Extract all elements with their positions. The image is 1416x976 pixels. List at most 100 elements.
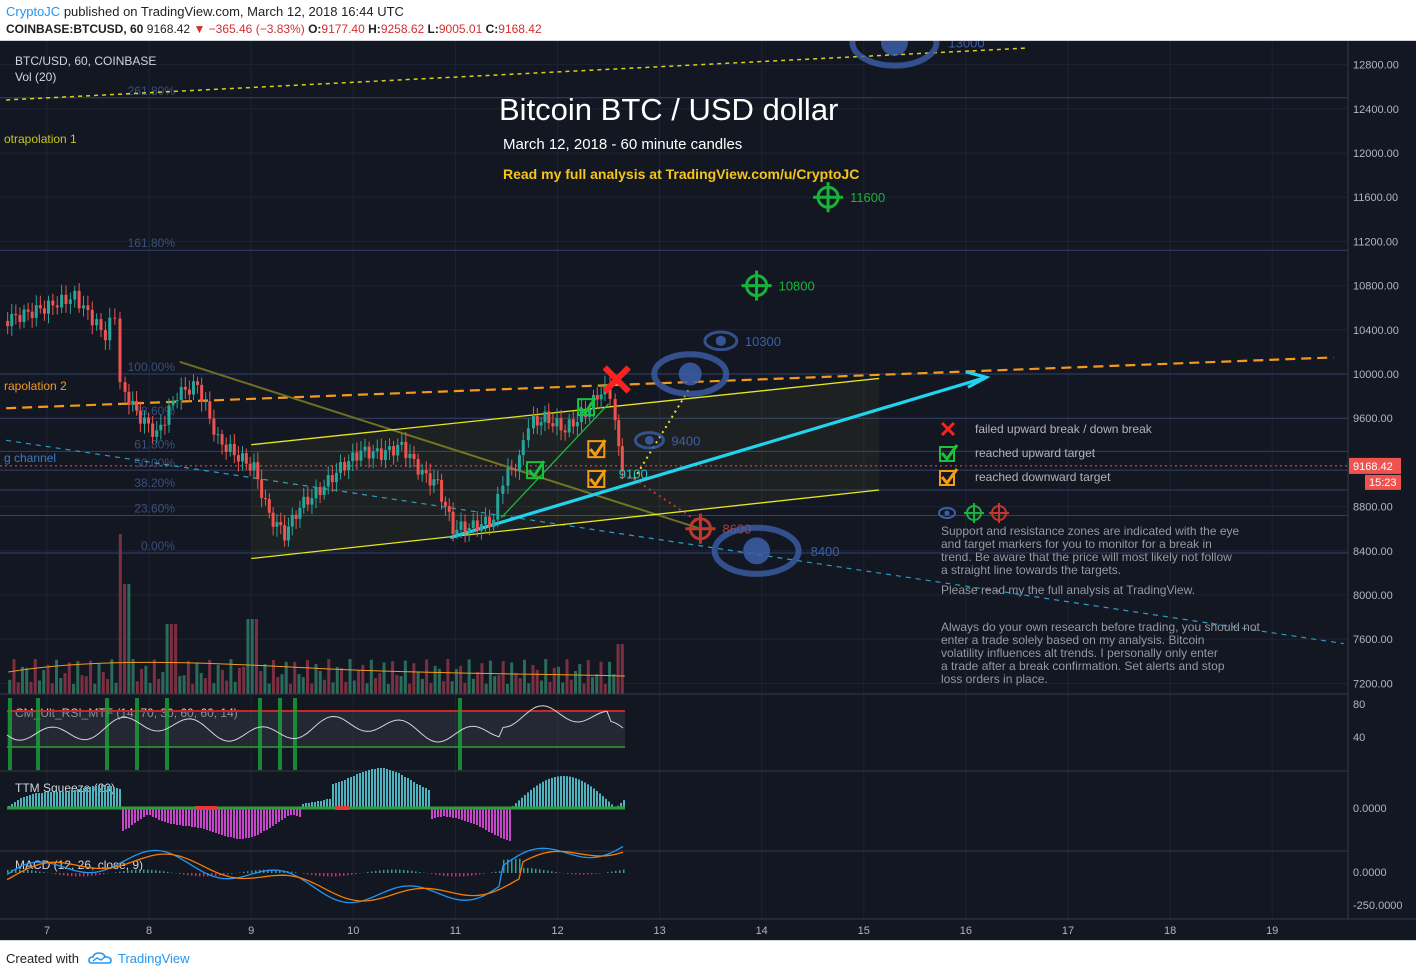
ttm-histogram-bar	[383, 768, 385, 808]
author-link[interactable]: CryptoJC	[6, 4, 60, 19]
candle-body	[47, 301, 50, 314]
ttm-histogram-bar	[584, 783, 586, 808]
candle-body	[212, 419, 215, 435]
macd-histogram-bar	[335, 873, 337, 876]
ttm-histogram-bar	[593, 789, 595, 808]
volume-bar	[383, 662, 386, 694]
macd-histogram-bar	[31, 870, 33, 873]
candle-body	[600, 394, 603, 399]
candle-body	[459, 522, 462, 530]
ttm-histogram-bar	[533, 788, 535, 808]
ttm-histogram-bar	[347, 778, 349, 808]
note-paragraph: and target markers for you to monitor fo…	[941, 537, 1212, 551]
candle-body	[95, 319, 98, 325]
ttm-histogram-bar	[380, 768, 382, 808]
macd-histogram-bar	[183, 873, 185, 875]
publish-header: CryptoJC published on TradingView.com, M…	[0, 0, 1416, 41]
volume-bar	[621, 644, 624, 694]
chart-canvas[interactable]: 261.80%161.80%100.00%78.60%61.80%50.00%3…	[0, 41, 1416, 940]
created-with-text: Created with	[6, 951, 79, 966]
ttm-histogram-bar	[197, 808, 199, 828]
ttm-histogram-bar	[50, 792, 52, 808]
ttm-histogram-bar	[47, 792, 49, 808]
ttm-histogram-bar	[482, 808, 484, 828]
ttm-histogram-bar	[566, 776, 568, 808]
macd-histogram-bar	[475, 873, 477, 875]
ttm-histogram-bar	[275, 808, 277, 824]
candle-body	[501, 486, 504, 494]
volume-bar	[25, 668, 28, 694]
time-tick-label: 13	[653, 925, 665, 937]
candle-body	[279, 522, 282, 525]
price-tick-label: 10000.00	[1353, 369, 1399, 381]
candle-body	[306, 497, 309, 505]
volume-bar	[353, 680, 356, 694]
ttm-histogram-bar	[419, 785, 421, 808]
legend-failed-break: failed upward break / down break	[975, 422, 1153, 436]
ttm-histogram-bar	[272, 808, 274, 826]
candle-body	[396, 445, 399, 456]
volume-bar	[178, 676, 181, 694]
candle-body	[368, 447, 371, 459]
volume-bar	[612, 674, 615, 694]
ttm-histogram-bar	[254, 808, 256, 836]
volume-bar	[536, 670, 539, 694]
volume-bar	[255, 619, 258, 694]
volume-bar	[102, 672, 105, 694]
ttm-histogram-bar	[41, 793, 43, 808]
candle-body	[429, 473, 432, 485]
ttm-histogram-bar	[137, 808, 139, 821]
macd-histogram-bar	[159, 871, 161, 873]
legend-upward-target: reached upward target	[975, 446, 1096, 460]
candle-body	[614, 399, 617, 420]
analysis-link[interactable]: Read my full analysis at TradingView.com…	[503, 166, 859, 182]
candle-body	[172, 401, 175, 406]
ttm-histogram-bar	[92, 786, 94, 808]
volume-bar	[442, 681, 445, 694]
tradingview-link[interactable]: TradingView	[118, 951, 190, 966]
ttm-histogram-bar	[572, 777, 574, 808]
candle-body	[384, 450, 387, 460]
candle-body	[208, 401, 211, 418]
macd-histogram-bar	[43, 872, 45, 873]
candle-body	[204, 401, 207, 402]
eye-pupil	[743, 537, 770, 564]
open-label: O:	[308, 22, 321, 36]
channel-label: g channel	[4, 451, 56, 465]
volume-bar	[485, 684, 488, 694]
rsi-signal-bar	[135, 698, 139, 770]
ttm-histogram-bar	[401, 775, 403, 808]
candle-body	[188, 390, 191, 395]
ttm-histogram-bar	[524, 795, 526, 808]
candle-body	[127, 392, 130, 405]
macd-histogram-bar	[623, 870, 625, 873]
target-label: 10300	[745, 334, 781, 349]
volume-bar	[583, 684, 586, 694]
macd-histogram-bar	[27, 870, 29, 873]
ttm-histogram-bar	[536, 785, 538, 808]
volume-bar	[276, 677, 279, 694]
candle-body	[506, 468, 509, 485]
candle-body	[488, 517, 491, 527]
ttm-histogram-bar	[158, 808, 160, 820]
volume-bar	[570, 680, 573, 694]
volume-bar	[361, 665, 364, 694]
volume-bar	[587, 660, 590, 694]
ttm-histogram-bar	[83, 788, 85, 808]
macd-histogram-bar	[547, 871, 549, 873]
volume-bar	[497, 675, 500, 694]
ttm-histogram-bar	[461, 808, 463, 820]
candle-body	[275, 522, 278, 527]
ttm-histogram-bar	[377, 768, 379, 808]
macd-histogram-bar	[615, 871, 617, 873]
ttm-histogram-bar	[242, 808, 244, 839]
ttm-histogram-bar	[71, 790, 73, 808]
volume-bar	[378, 673, 381, 694]
ttm-histogram-bar	[278, 808, 280, 822]
candle-body	[596, 395, 599, 399]
ttm-histogram-bar	[269, 808, 271, 828]
price-tick-label: 9600.00	[1353, 413, 1393, 425]
macd-histogram-bar	[115, 872, 117, 873]
macd-histogram-bar	[139, 870, 141, 873]
target-label: 13000	[948, 41, 984, 51]
